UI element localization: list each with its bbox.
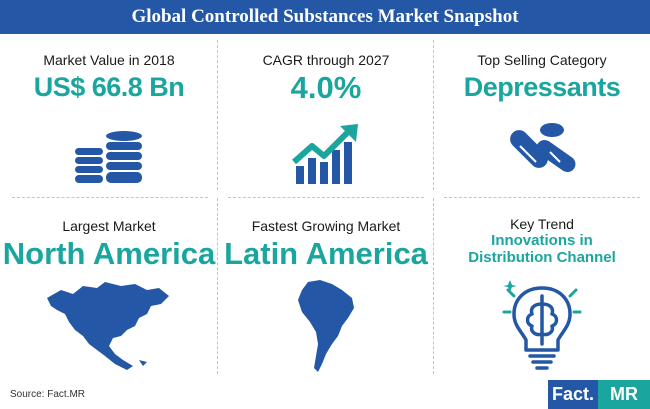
cagr-value: 4.0%: [290, 70, 362, 105]
largest-market-card: Largest Market North America: [1, 198, 217, 374]
fastest-market-value: Latin America: [224, 236, 428, 271]
key-trend-label: Key Trend: [510, 216, 574, 232]
logo-mr-part: MR: [598, 380, 650, 409]
north-america-map-icon: [47, 282, 169, 370]
south-america-map-icon: [298, 280, 354, 372]
row-divider: [444, 197, 640, 198]
pills-icon: [510, 123, 576, 173]
top-category-card: Top Selling Category Depressants: [434, 40, 650, 190]
key-trend-value-line1: Innovations in: [491, 232, 593, 249]
footer: Source: Fact.MR Fact. MR: [0, 380, 650, 409]
brain-bulb-icon: [502, 280, 582, 370]
largest-market-value: North America: [2, 236, 216, 271]
factmr-logo: Fact. MR: [548, 380, 650, 409]
coins-stack-icon: [75, 131, 142, 183]
cagr-card: CAGR through 2027 4.0%: [218, 40, 434, 190]
market-value: US$ 66.8 Bn: [33, 72, 185, 102]
largest-market-label: Largest Market: [62, 218, 156, 234]
logo-fact-part: Fact.: [548, 380, 598, 409]
key-trend-value-line2: Distribution Channel: [468, 249, 616, 266]
growth-chart-icon: [292, 124, 358, 184]
column-divider: [433, 40, 434, 190]
column-divider: [217, 40, 218, 190]
title-banner: [0, 0, 650, 34]
key-trend-card: Key Trend Innovations in Distribution Ch…: [434, 198, 650, 374]
fastest-market-card: Fastest Growing Market Latin America: [218, 198, 434, 374]
market-value-card: Market Value in 2018 US$ 66.8 Bn: [1, 40, 217, 190]
fastest-market-label: Fastest Growing Market: [251, 218, 401, 234]
row-divider: [12, 197, 208, 198]
row-divider: [228, 197, 424, 198]
top-category-label: Top Selling Category: [477, 52, 607, 68]
column-divider: [217, 198, 218, 374]
column-divider: [433, 198, 434, 374]
market-value-label: Market Value in 2018: [43, 52, 175, 68]
page-title: Global Controlled Substances Market Snap…: [131, 6, 519, 27]
top-category-value: Depressants: [463, 72, 621, 102]
source-text: Source: Fact.MR: [10, 389, 86, 400]
cagr-label: CAGR through 2027: [262, 52, 390, 68]
